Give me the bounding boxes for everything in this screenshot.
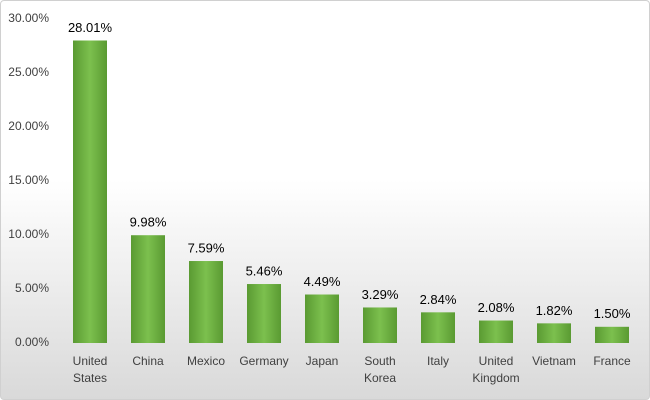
x-tick-label: United Kingdom <box>472 354 520 385</box>
x-tick-label: Germany <box>239 354 289 368</box>
value-label: 4.49% <box>304 274 341 289</box>
y-tick-label: 25.00% <box>8 65 49 79</box>
value-label: 9.98% <box>130 215 167 230</box>
x-tick-label: United States <box>72 354 108 385</box>
bar <box>247 284 281 343</box>
value-label: 5.46% <box>246 263 283 278</box>
x-tick-label: Vietnam <box>532 354 576 368</box>
y-tick-label: 30.00% <box>8 11 49 25</box>
value-label: 1.50% <box>594 306 631 321</box>
x-tick-label: Mexico <box>186 354 225 368</box>
value-label: 28.01% <box>68 20 113 35</box>
bar <box>73 40 107 343</box>
x-tick-label: Japan <box>305 354 339 368</box>
value-label: 3.29% <box>362 287 399 302</box>
x-tick-label: France <box>593 354 631 368</box>
y-tick-label: 20.00% <box>8 119 49 133</box>
x-tick-label: South Korea <box>363 354 397 385</box>
bar <box>537 323 571 343</box>
bar <box>131 235 165 343</box>
x-tick-label: Italy <box>426 354 449 368</box>
y-tick-label: 10.00% <box>8 227 49 241</box>
bar <box>363 307 397 343</box>
value-label: 1.82% <box>536 303 573 318</box>
y-tick-label: 15.00% <box>8 173 49 187</box>
value-label: 2.08% <box>478 300 515 315</box>
bar <box>595 326 629 343</box>
value-label: 7.59% <box>188 240 225 255</box>
y-tick-label: 0.00% <box>15 335 49 349</box>
bar <box>189 261 223 343</box>
bar <box>479 320 513 343</box>
x-tick-label: China <box>132 354 164 368</box>
bar <box>305 294 339 343</box>
bar <box>421 312 455 343</box>
y-tick-label: 5.00% <box>15 281 49 295</box>
value-label: 2.84% <box>420 292 457 307</box>
